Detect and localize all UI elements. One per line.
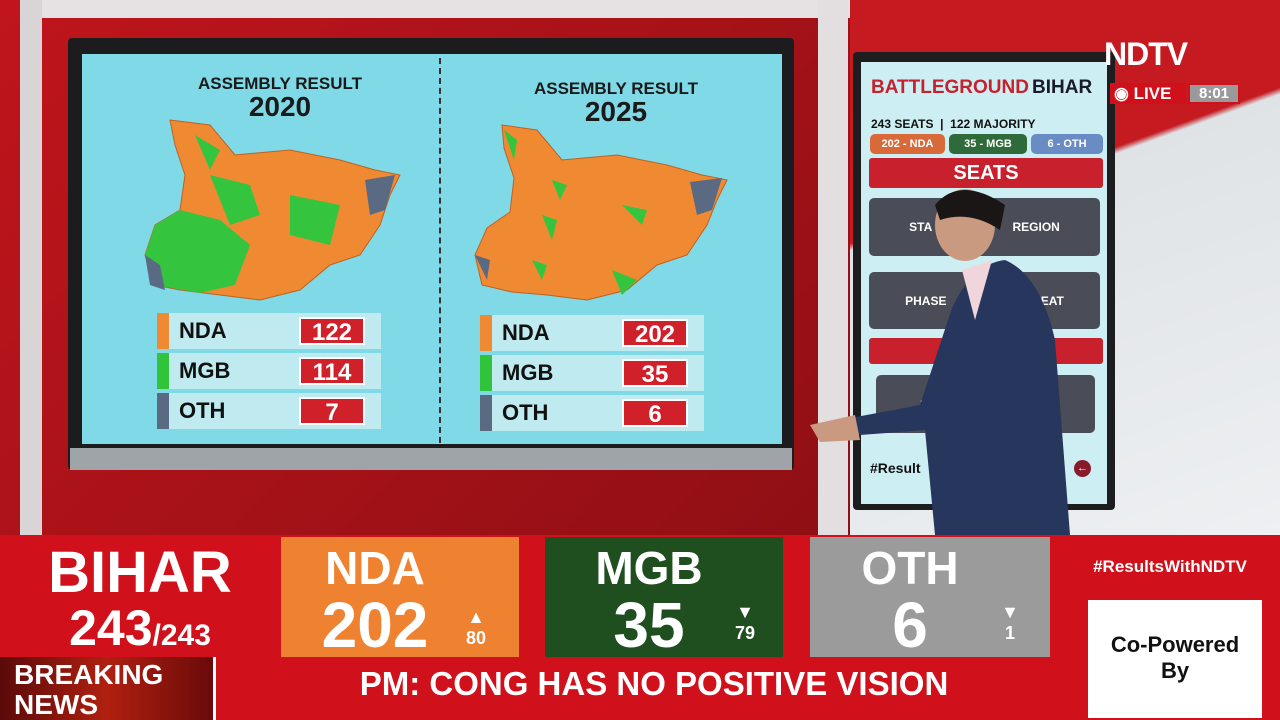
- legend-row-nda: NDA 122: [157, 313, 381, 349]
- battleground-title: BATTLEGROUND: [871, 77, 1029, 98]
- breaking-news-label: BREAKING NEWS: [0, 657, 216, 720]
- pill-mgb[interactable]: 35 - MGB: [949, 134, 1027, 154]
- state-title: BIHAR: [1032, 77, 1093, 98]
- legend-2020: NDA 122 MGB 114 OTH 7: [157, 313, 381, 429]
- state-button[interactable]: STA: [909, 220, 933, 234]
- studio-beam: [20, 0, 850, 18]
- display-bezel: [70, 448, 792, 470]
- sponsor-box: Co-Powered By: [1088, 600, 1262, 718]
- live-dot-icon: ◉: [1114, 84, 1134, 103]
- back-arrow-icon[interactable]: ←: [1074, 460, 1091, 477]
- phase-button[interactable]: PHASE: [905, 293, 947, 308]
- oth-tally: OTH 6 ▼ 1: [810, 537, 1050, 657]
- studio-pillar: [818, 0, 848, 540]
- legend-row-oth: OTH 7: [157, 393, 381, 429]
- legend-row-mgb: MGB 35: [480, 355, 704, 391]
- panel-2020-title: ASSEMBLY RESULT 2020: [130, 74, 430, 122]
- panel-divider: [439, 58, 441, 443]
- panel-year: 2025: [584, 96, 648, 127]
- ndtv-logo: NDTV: [1104, 36, 1188, 72]
- live-badge: ◉ LIVE: [1110, 83, 1186, 104]
- legend-row-mgb: MGB 114: [157, 353, 381, 389]
- news-ticker: PM: CONG HAS NO POSITIVE VISION: [359, 665, 949, 702]
- panel-2025-title: ASSEMBLY RESULT 2025: [466, 79, 766, 127]
- panel-year: 2020: [248, 91, 312, 122]
- nda-tally: NDA 202 ▲ 80: [281, 537, 519, 657]
- mgb-tally: MGB 35 ▼ 79: [545, 537, 783, 657]
- down-arrow-icon: ▼: [736, 602, 754, 622]
- pill-oth[interactable]: 6 - OTH: [1031, 134, 1103, 154]
- legend-row-oth: OTH 6: [480, 395, 704, 431]
- side-hashtag: #Result: [870, 460, 921, 476]
- live-clock: 8:01: [1188, 83, 1240, 104]
- down-arrow-icon: ▼: [1001, 602, 1019, 622]
- legend-row-nda: NDA 202: [480, 315, 704, 351]
- bihar-map-2020: [144, 119, 401, 301]
- seats-header: SEATS: [869, 158, 1103, 188]
- state-tally: BIHAR 243/243: [48, 540, 232, 656]
- results-hashtag: #ResultsWithNDTV: [1093, 557, 1247, 576]
- bihar-map-2025: [474, 124, 728, 301]
- pill-nda[interactable]: 202 - NDA: [870, 134, 945, 154]
- legend-2025: NDA 202 MGB 35 OTH 6: [480, 315, 704, 431]
- studio-pillar: [20, 0, 42, 540]
- region-button[interactable]: REGION: [1012, 220, 1060, 234]
- presenter: [810, 189, 1070, 535]
- panel-title: ASSEMBLY RESULT: [197, 74, 363, 93]
- up-arrow-icon: ▲: [467, 607, 485, 627]
- panel-title: ASSEMBLY RESULT: [533, 79, 699, 98]
- seats-summary: 243 SEATS | 122 MAJORITY: [871, 117, 1036, 131]
